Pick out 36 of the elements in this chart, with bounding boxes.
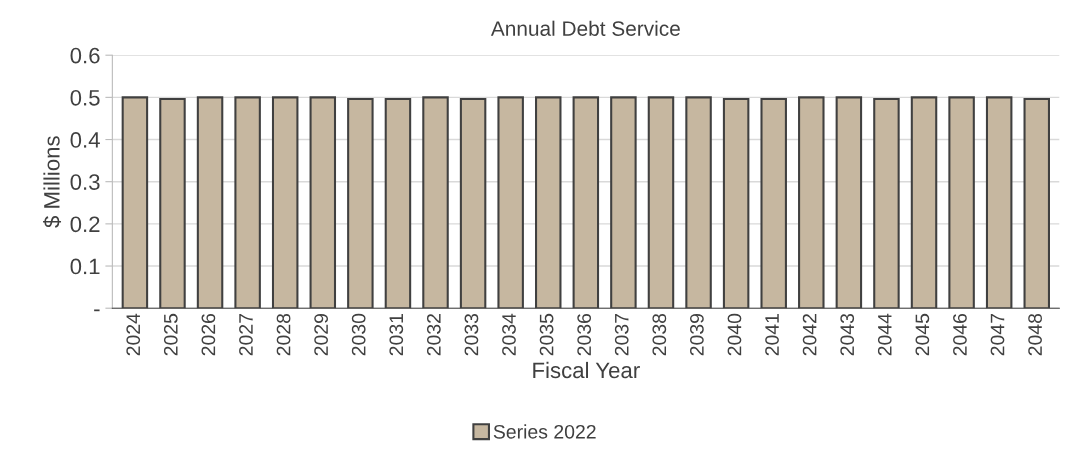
x-tick-label: 2045 — [915, 313, 930, 356]
x-tick-label: 2038 — [652, 313, 667, 356]
x-tick-label: 2028 — [276, 313, 291, 356]
x-tick-label: 2033 — [464, 313, 479, 356]
x-tick-label: 2044 — [877, 313, 892, 356]
y-tick-label: 0.4 — [70, 132, 100, 148]
y-tick-label: 0.2 — [70, 216, 100, 233]
x-tick-label: 2031 — [389, 314, 404, 356]
x-tick-label: 2036 — [577, 313, 592, 356]
x-tick-label: 2025 — [163, 313, 178, 356]
legend-label: Series 2022 — [493, 424, 596, 439]
y-tick-label: 0.3 — [70, 174, 100, 190]
x-tick-label: 2026 — [201, 313, 216, 356]
x-tick-label: 2029 — [314, 313, 328, 356]
x-tick-label: 2042 — [802, 314, 817, 356]
y-tick-label: 0.5 — [70, 89, 100, 106]
y-axis-title: $ Millions — [43, 136, 62, 228]
x-tick-label: 2037 — [614, 314, 629, 356]
y-tick-label: 0.6 — [70, 47, 100, 64]
x-tick-label: 2027 — [239, 314, 253, 356]
x-axis-title: Fiscal Year — [533, 361, 640, 379]
x-tick-label: 2030 — [351, 313, 366, 356]
x-tick-label: 2039 — [690, 313, 704, 356]
y-tick-label: - — [94, 309, 100, 312]
x-tick-label: 2034 — [502, 313, 516, 356]
x-tick-label: 2046 — [953, 313, 967, 356]
x-tick-label: 2048 — [1028, 313, 1042, 356]
x-tick-label: 2047 — [990, 314, 1005, 356]
x-tick-label: 2040 — [727, 313, 742, 356]
y-tick-label: 0.1 — [70, 258, 100, 275]
chart-title: Annual Debt Service — [490, 20, 680, 36]
x-tick-label: 2041 — [765, 314, 779, 356]
x-tick-label: 2035 — [539, 313, 554, 356]
x-tick-label: 2032 — [426, 314, 441, 356]
x-tick-label: 2043 — [840, 313, 855, 356]
x-tick-label: 2024 — [126, 313, 141, 356]
